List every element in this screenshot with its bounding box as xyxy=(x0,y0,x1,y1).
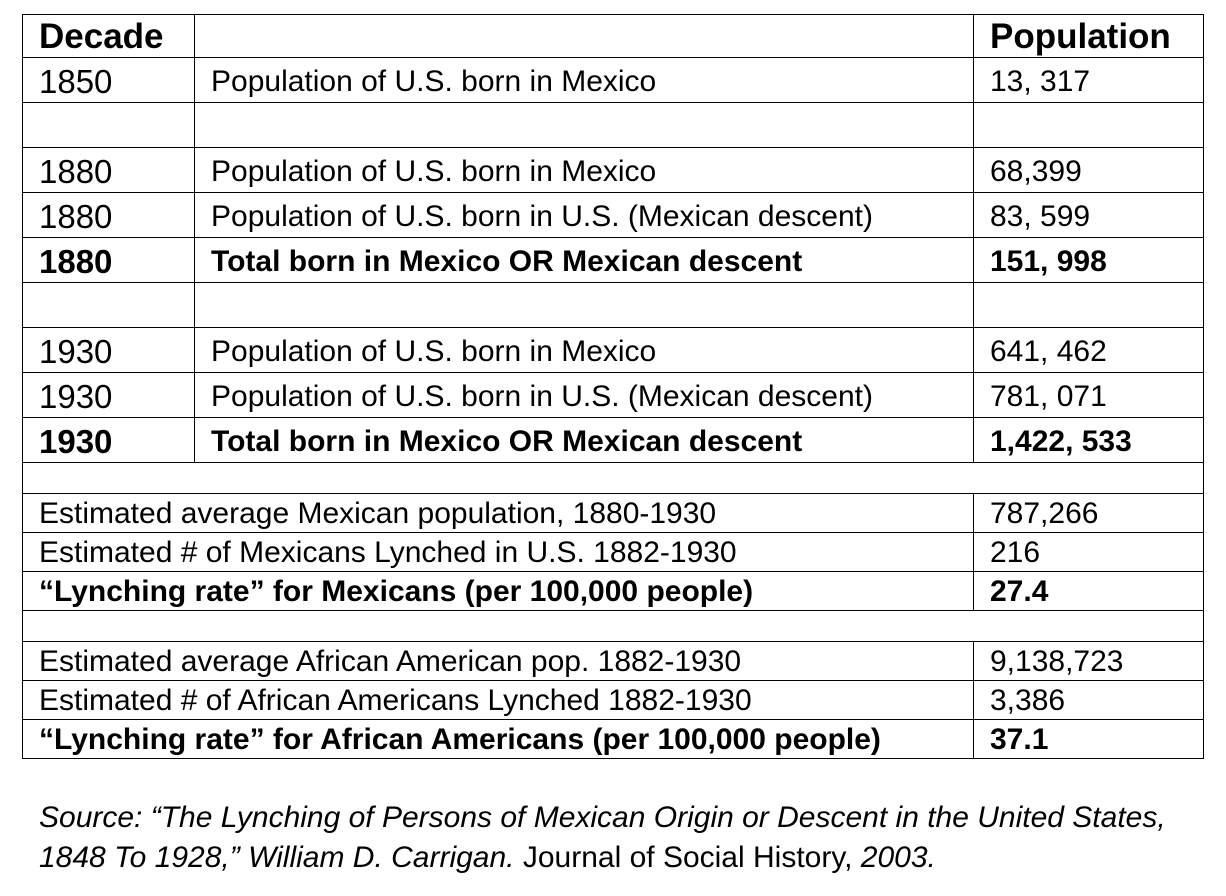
stat-value: 3,386 xyxy=(973,680,1204,720)
description-cell: Population of U.S. born in U.S. (Mexican… xyxy=(194,192,974,238)
source-citation: Source: “The Lynching of Persons of Mexi… xyxy=(39,798,1209,878)
population-cell: 1,422, 533 xyxy=(973,417,1204,463)
rate-row: “Lynching rate” for African Americans (p… xyxy=(22,719,1204,759)
spacer-row xyxy=(22,282,1204,328)
decade-cell: 1930 xyxy=(22,372,195,418)
stat-label: “Lynching rate” for African Americans (p… xyxy=(22,719,974,759)
stat-value: 787,266 xyxy=(973,493,1204,533)
total-row: 1880 Total born in Mexico OR Mexican des… xyxy=(22,237,1204,283)
journal-name: Journal of Social History, xyxy=(522,841,853,874)
spacer-row xyxy=(22,462,1204,494)
population-cell: 68,399 xyxy=(973,147,1204,193)
source-text: Source: “The Lynching of Persons of Mexi… xyxy=(39,801,1166,874)
population-cell: 151, 998 xyxy=(973,237,1204,283)
description-cell: Population of U.S. born in Mexico xyxy=(194,57,974,103)
stat-value: 27.4 xyxy=(973,571,1204,611)
total-row: 1930 Total born in Mexico OR Mexican des… xyxy=(22,417,1204,463)
description-cell: Population of U.S. born in Mexico xyxy=(194,327,974,373)
population-cell: 781, 071 xyxy=(973,372,1204,418)
description-cell: Population of U.S. born in Mexico xyxy=(194,147,974,193)
stat-value: 9,138,723 xyxy=(973,641,1204,681)
decade-cell: 1880 xyxy=(22,237,195,283)
stat-label: “Lynching rate” for Mexicans (per 100,00… xyxy=(22,571,974,611)
population-cell: 641, 462 xyxy=(973,327,1204,373)
decade-cell: 1930 xyxy=(22,417,195,463)
decade-cell: 1930 xyxy=(22,327,195,373)
stat-label: Estimated average African American pop. … xyxy=(22,641,974,681)
decade-cell: 1850 xyxy=(22,57,195,103)
decade-header: Decade xyxy=(22,14,195,58)
table-row: 1880 Population of U.S. born in Mexico 6… xyxy=(22,147,1204,193)
stat-row: Estimated # of Mexicans Lynched in U.S. … xyxy=(22,532,1204,572)
stat-label: Estimated # of Mexicans Lynched in U.S. … xyxy=(22,532,974,572)
table-row: 1850 Population of U.S. born in Mexico 1… xyxy=(22,57,1204,103)
decade-cell: 1880 xyxy=(22,147,195,193)
source-year: 2003. xyxy=(860,841,936,874)
stat-label: Estimated average Mexican population, 18… xyxy=(22,493,974,533)
blank-header xyxy=(194,14,974,58)
population-cell: 83, 599 xyxy=(973,192,1204,238)
population-header: Population xyxy=(973,14,1204,58)
stat-value: 216 xyxy=(973,532,1204,572)
description-cell: Total born in Mexico OR Mexican descent xyxy=(194,417,974,463)
table-row: 1880 Population of U.S. born in U.S. (Me… xyxy=(22,192,1204,238)
rate-row: “Lynching rate” for Mexicans (per 100,00… xyxy=(22,571,1204,611)
description-cell: Population of U.S. born in U.S. (Mexican… xyxy=(194,372,974,418)
decade-cell: 1880 xyxy=(22,192,195,238)
table-row: 1930 Population of U.S. born in Mexico 6… xyxy=(22,327,1204,373)
spacer-row xyxy=(22,102,1204,148)
stat-row: Estimated average African American pop. … xyxy=(22,641,1204,681)
spacer-row xyxy=(22,610,1204,642)
stat-row: Estimated average Mexican population, 18… xyxy=(22,493,1204,533)
description-cell: Total born in Mexico OR Mexican descent xyxy=(194,237,974,283)
table-row: 1930 Population of U.S. born in U.S. (Me… xyxy=(22,372,1204,418)
stat-value: 37.1 xyxy=(973,719,1204,759)
header-row: Decade Population xyxy=(22,14,1204,58)
population-table: Decade Population 1850 Population of U.S… xyxy=(22,14,1204,759)
stat-label: Estimated # of African Americans Lynched… xyxy=(22,680,974,720)
population-cell: 13, 317 xyxy=(973,57,1204,103)
stat-row: Estimated # of African Americans Lynched… xyxy=(22,680,1204,720)
